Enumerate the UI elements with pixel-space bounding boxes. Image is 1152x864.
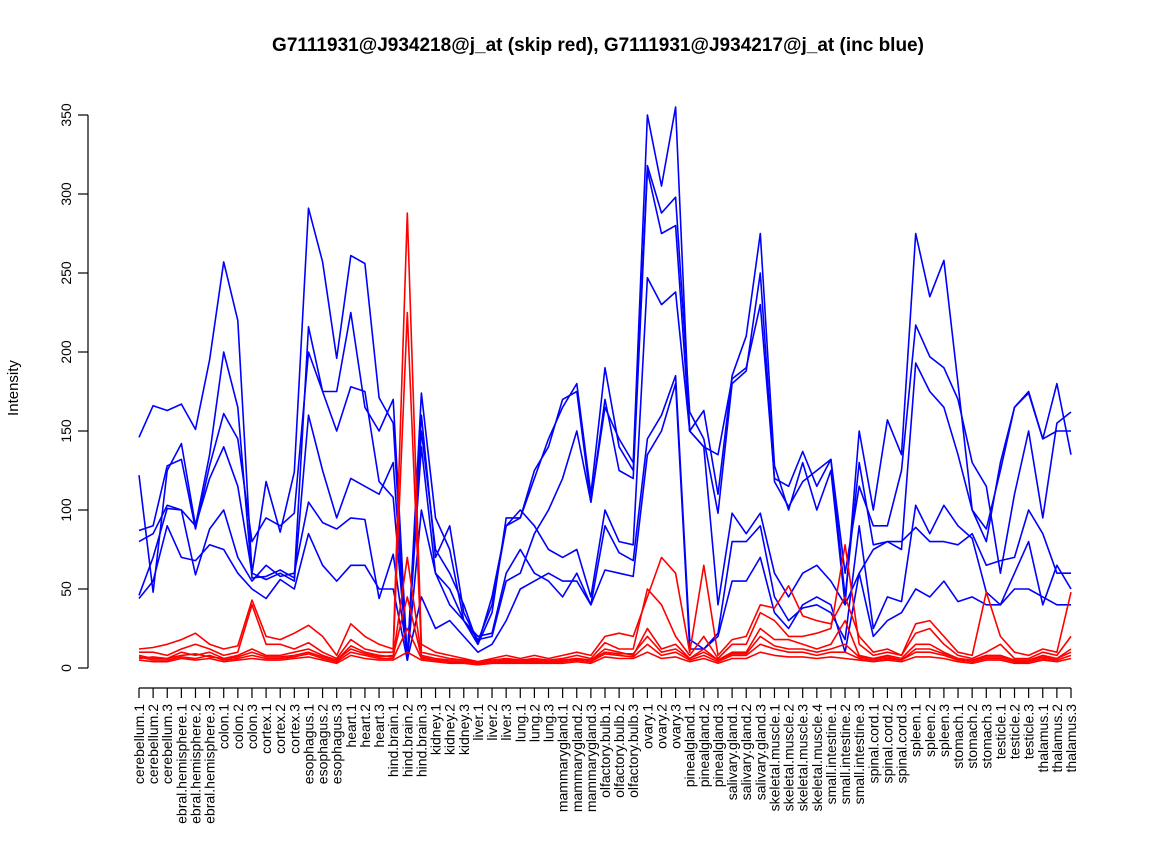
x-tick-label: pinealgland.1 (682, 704, 698, 788)
x-tick-label: small.intestine.2 (837, 704, 853, 805)
x-tick-label: thalamus.3 (1063, 704, 1079, 773)
series-line-9 (138, 556, 1072, 665)
x-axis: cerebellum.1cerebellum.2cerebellum.3ebra… (131, 687, 1079, 824)
x-tick-label: liver.3 (498, 704, 514, 741)
x-tick-label: skeletal.muscle.1 (766, 704, 782, 812)
x-tick-label: ebral.hemisphere.3 (202, 704, 218, 824)
x-tick-label: liver.2 (484, 704, 500, 741)
y-tick-label: 100 (58, 498, 74, 522)
x-tick-label: cortex.3 (286, 704, 302, 754)
x-tick-label: lung.1 (512, 704, 528, 742)
x-tick-label: testicle.1 (992, 704, 1008, 759)
x-tick-label: small.intestine.1 (823, 704, 839, 805)
x-tick-label: stomach.3 (978, 704, 994, 769)
x-tick-label: thalamus.2 (1049, 704, 1065, 773)
series-line-7 (138, 212, 1072, 663)
x-tick-label: liver.1 (470, 704, 486, 741)
x-tick-label: esophagus.2 (315, 704, 331, 784)
x-tick-label: mammarygland.2 (569, 704, 585, 812)
x-tick-label: thalamus.1 (1035, 704, 1051, 773)
series-line-8 (139, 311, 1072, 663)
chart-title: G7111931@J934218@j_at (skip red), G71119… (272, 35, 924, 56)
x-tick-label: olfactory.bulb.2 (611, 704, 627, 798)
series-line-4 (138, 276, 1071, 661)
y-tick-label: 250 (58, 261, 74, 285)
x-tick-label: cerebellum.1 (131, 704, 147, 784)
x-tick-label: testicle.3 (1021, 704, 1037, 759)
series-line-1 (138, 106, 1072, 661)
x-tick-label: cerebellum.2 (145, 704, 161, 784)
series-line-3 (138, 169, 1071, 661)
x-tick-label: skeletal.muscle.4 (809, 704, 825, 812)
x-tick-label: esophagus.1 (300, 704, 316, 784)
x-tick-label: ovary.1 (639, 704, 655, 749)
series-line-11 (138, 651, 1072, 666)
x-tick-label: skeletal.muscle.2 (781, 704, 797, 812)
series-line-2 (138, 164, 1072, 661)
x-tick-label: pinealgland.3 (710, 704, 726, 788)
x-tick-label: salivary.gland.2 (738, 704, 754, 800)
x-tick-label: salivary.gland.1 (724, 704, 740, 800)
x-tick-label: cerebellum.3 (159, 704, 175, 784)
x-tick-label: ovary.3 (668, 704, 684, 749)
x-tick-label: ebral.hemisphere.2 (187, 704, 203, 824)
x-tick-label: lung.2 (526, 704, 542, 742)
series-line-6 (138, 382, 1071, 661)
y-tick-label: 350 (58, 103, 74, 127)
x-tick-label: hind.brain.3 (413, 704, 429, 777)
x-tick-label: heart.3 (371, 704, 387, 748)
x-tick-label: spleen.1 (908, 704, 924, 757)
x-tick-label: esophagus.3 (329, 704, 345, 784)
series-layer (138, 106, 1072, 666)
x-tick-label: cortex.1 (258, 704, 274, 754)
x-tick-label: colon.2 (230, 704, 246, 749)
series-line-12 (138, 596, 1072, 665)
x-tick-label: cortex.2 (272, 704, 288, 754)
y-axis-label: Intensity (5, 360, 22, 416)
x-tick-label: skeletal.muscle.3 (795, 704, 811, 812)
x-tick-label: spinal.cord.3 (894, 704, 910, 784)
x-tick-label: hind.brain.1 (385, 704, 401, 777)
x-tick-label: small.intestine.3 (851, 704, 867, 805)
series-line-5 (138, 374, 1072, 657)
x-tick-label: colon.1 (216, 704, 232, 749)
x-tick-label: spleen.2 (922, 704, 938, 757)
y-tick-label: 150 (58, 419, 74, 443)
x-tick-label: ebral.hemisphere.1 (173, 704, 189, 824)
x-tick-label: hind.brain.2 (399, 704, 415, 777)
x-tick-label: mammarygland.1 (555, 704, 571, 812)
x-tick-label: colon.3 (244, 704, 260, 749)
x-tick-label: lung.3 (541, 704, 557, 742)
x-tick-label: spleen.3 (936, 704, 952, 757)
x-tick-label: spinal.cord.2 (879, 704, 895, 784)
x-tick-label: spinal.cord.1 (865, 704, 881, 784)
series-line-10 (138, 627, 1072, 665)
x-tick-label: olfactory.bulb.3 (625, 704, 641, 798)
y-tick-label: 50 (58, 581, 74, 597)
x-tick-label: olfactory.bulb.1 (597, 704, 613, 798)
x-tick-label: testicle.2 (1007, 704, 1023, 759)
y-tick-label: 0 (58, 664, 74, 672)
y-axis: 0 50 100 150 200 250 300 350 (58, 103, 89, 672)
x-tick-label: ovary.2 (653, 704, 669, 749)
y-tick-label: 300 (58, 182, 74, 206)
x-tick-label: salivary.gland.3 (752, 704, 768, 800)
x-tick-label: kidney.3 (456, 704, 472, 755)
x-tick-label: pinealgland.2 (696, 704, 712, 788)
x-tick-label: stomach.1 (950, 704, 966, 769)
x-tick-label: stomach.2 (964, 704, 980, 769)
x-tick-label: heart.2 (357, 704, 373, 748)
y-tick-label: 200 (58, 340, 74, 364)
x-tick-label: mammarygland.3 (583, 704, 599, 812)
x-tick-label: kidney.1 (428, 704, 444, 755)
x-tick-label: kidney.2 (442, 704, 458, 755)
x-tick-label: heart.1 (343, 704, 359, 748)
